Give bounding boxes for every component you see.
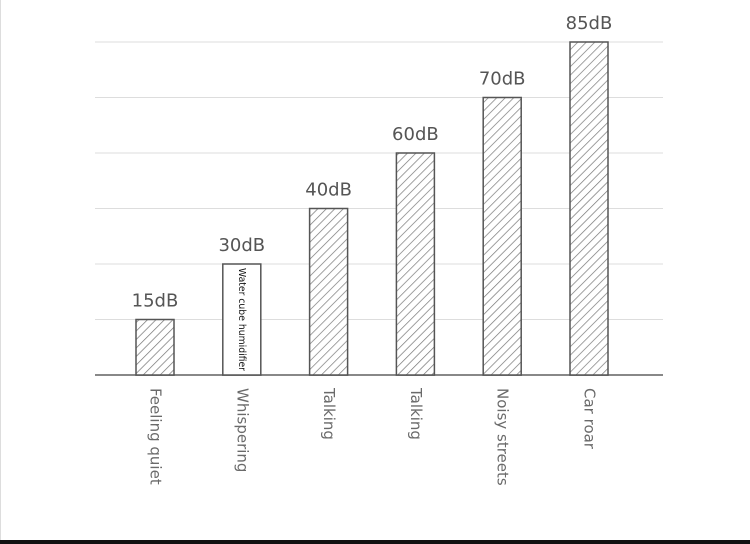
x-tick-label: Car roar bbox=[581, 388, 599, 450]
frame-bottom bbox=[0, 540, 750, 544]
x-tick-label: Noisy streets bbox=[494, 388, 512, 486]
bar bbox=[308, 207, 349, 376]
bar bbox=[395, 152, 436, 376]
value-label: 30dB bbox=[218, 235, 265, 256]
x-tick-label: Talking bbox=[407, 387, 425, 440]
value-label: 85dB bbox=[566, 13, 613, 34]
x-tick-label: Feeling quiet bbox=[147, 388, 165, 485]
value-label: 70dB bbox=[479, 69, 526, 90]
x-tick-label: Whispering bbox=[233, 388, 251, 472]
bar bbox=[135, 318, 175, 376]
annotation: Water cube humidifier bbox=[236, 268, 247, 372]
bar bbox=[222, 263, 262, 376]
value-label: 15dB bbox=[132, 291, 179, 312]
x-tick-label: Talking bbox=[320, 387, 338, 440]
value-label: 60dB bbox=[392, 124, 439, 145]
value-label: 40dB bbox=[305, 180, 352, 201]
bar bbox=[569, 41, 609, 376]
bar bbox=[482, 96, 522, 376]
